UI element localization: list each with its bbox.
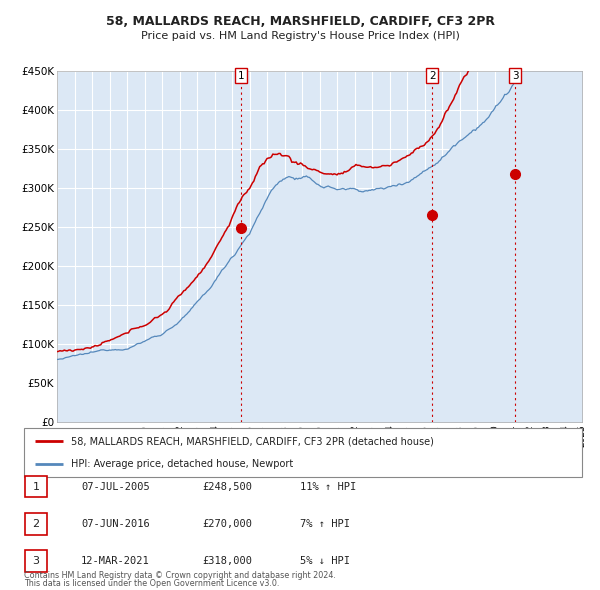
Text: 2: 2 [429,71,436,81]
Text: Price paid vs. HM Land Registry's House Price Index (HPI): Price paid vs. HM Land Registry's House … [140,31,460,41]
Text: 58, MALLARDS REACH, MARSHFIELD, CARDIFF, CF3 2PR: 58, MALLARDS REACH, MARSHFIELD, CARDIFF,… [106,15,494,28]
Text: 7% ↑ HPI: 7% ↑ HPI [300,519,350,529]
FancyBboxPatch shape [25,476,47,497]
Text: £318,000: £318,000 [202,556,252,566]
Text: Contains HM Land Registry data © Crown copyright and database right 2024.: Contains HM Land Registry data © Crown c… [24,571,336,580]
FancyBboxPatch shape [24,428,582,477]
FancyBboxPatch shape [25,550,47,572]
Text: 3: 3 [32,556,40,566]
Text: £270,000: £270,000 [202,519,252,529]
Text: This data is licensed under the Open Government Licence v3.0.: This data is licensed under the Open Gov… [24,579,280,588]
Text: 5% ↓ HPI: 5% ↓ HPI [300,556,350,566]
Text: 2: 2 [32,519,40,529]
Text: 11% ↑ HPI: 11% ↑ HPI [300,482,356,491]
Text: 58, MALLARDS REACH, MARSHFIELD, CARDIFF, CF3 2PR (detached house): 58, MALLARDS REACH, MARSHFIELD, CARDIFF,… [71,437,434,447]
Text: HPI: Average price, detached house, Newport: HPI: Average price, detached house, Newp… [71,458,293,468]
Text: 3: 3 [512,71,518,81]
Text: £248,500: £248,500 [202,482,252,491]
Text: 1: 1 [238,71,244,81]
Text: 07-JUL-2005: 07-JUL-2005 [81,482,150,491]
Text: 12-MAR-2021: 12-MAR-2021 [81,556,150,566]
FancyBboxPatch shape [25,513,47,535]
Text: 07-JUN-2016: 07-JUN-2016 [81,519,150,529]
Text: 1: 1 [32,482,40,491]
